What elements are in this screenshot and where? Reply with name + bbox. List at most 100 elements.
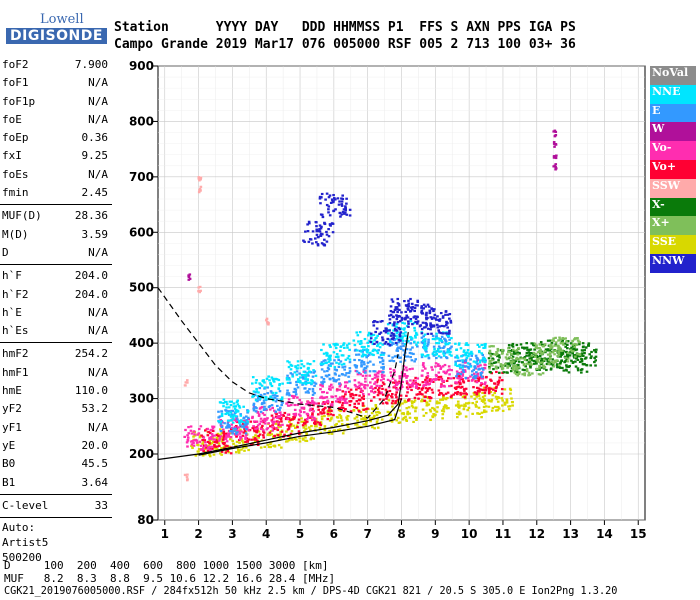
echo-point xyxy=(571,343,575,346)
echo-point xyxy=(561,336,565,340)
echo-point xyxy=(454,360,457,363)
echo-point xyxy=(263,419,267,423)
echo-point xyxy=(511,355,515,358)
echo-point xyxy=(435,323,439,326)
echo-point xyxy=(390,298,394,301)
echo-point xyxy=(311,375,315,378)
echo-point xyxy=(482,405,486,409)
echo-point xyxy=(243,429,247,433)
echo-point xyxy=(417,397,420,400)
x-tick-label: 1 xyxy=(161,527,169,541)
echo-point xyxy=(464,404,467,407)
echo-point xyxy=(461,373,465,376)
echo-point xyxy=(570,359,573,362)
echo-point xyxy=(516,351,519,354)
echo-point xyxy=(434,377,438,381)
echo-point xyxy=(559,366,562,370)
echo-point xyxy=(315,420,318,423)
echo-point xyxy=(566,340,570,343)
echo-point xyxy=(365,365,369,368)
echo-point xyxy=(396,398,400,401)
echo-point xyxy=(303,373,306,377)
echo-point xyxy=(471,401,474,405)
echo-point xyxy=(418,383,422,386)
echo-point xyxy=(422,362,425,365)
echo-point xyxy=(488,365,491,368)
echo-point xyxy=(244,423,248,426)
echo-point xyxy=(532,344,536,347)
echo-point xyxy=(313,237,317,240)
echo-point xyxy=(225,432,229,435)
echo-point xyxy=(386,332,390,335)
echo-point xyxy=(344,408,347,411)
echo-point xyxy=(332,351,336,354)
echo-point xyxy=(353,343,357,347)
echo-point xyxy=(536,358,539,361)
echo-point xyxy=(225,403,229,406)
echo-point xyxy=(262,421,266,424)
param-name: h`F2 xyxy=(2,287,29,301)
echo-point xyxy=(186,436,190,439)
echo-point xyxy=(518,371,521,374)
echo-point xyxy=(551,351,555,354)
echo-point xyxy=(462,381,466,384)
echo-point xyxy=(332,200,335,203)
echo-point xyxy=(446,391,450,394)
echo-point xyxy=(498,356,501,359)
echo-point xyxy=(444,338,447,341)
y-tick-label: 800 xyxy=(129,114,154,128)
echo-point xyxy=(332,209,335,213)
echo-point xyxy=(530,354,534,357)
echo-point xyxy=(227,410,231,413)
echo-point xyxy=(381,360,385,363)
echo-point xyxy=(298,409,302,412)
echo-point xyxy=(482,397,486,401)
echo-point xyxy=(484,376,488,379)
echo-point xyxy=(342,362,346,365)
echo-point xyxy=(557,352,561,355)
echo-point xyxy=(292,424,295,427)
echo-point xyxy=(185,441,189,444)
echo-point xyxy=(464,359,468,363)
echo-point xyxy=(252,402,256,405)
echo-point xyxy=(483,346,487,349)
echo-point xyxy=(477,406,481,409)
echo-point xyxy=(435,318,438,321)
echo-point xyxy=(475,393,479,396)
echo-point xyxy=(517,347,521,350)
echo-point xyxy=(534,360,538,364)
param-row: MUF(D) 28.36 xyxy=(0,207,112,225)
x-tick-label: 8 xyxy=(397,527,405,541)
echo-point xyxy=(356,334,360,337)
echo-point xyxy=(210,442,214,445)
echo-point xyxy=(335,400,338,403)
echo-point xyxy=(299,366,303,370)
echo-point xyxy=(407,305,410,308)
echo-point xyxy=(379,320,382,323)
echo-point xyxy=(539,348,542,351)
echo-point xyxy=(439,346,442,350)
echo-point xyxy=(444,332,447,335)
echo-point xyxy=(256,429,259,432)
echo-point xyxy=(512,350,516,353)
echo-point xyxy=(543,350,547,353)
echo-point xyxy=(405,382,409,385)
echo-point xyxy=(342,342,346,345)
echo-point xyxy=(340,363,344,366)
echo-point xyxy=(413,416,417,420)
echo-point xyxy=(294,426,297,429)
echo-point xyxy=(424,383,428,387)
echo-point xyxy=(234,408,238,412)
echo-point xyxy=(355,388,358,391)
echo-point xyxy=(247,417,251,421)
echo-point xyxy=(472,368,476,372)
echo-point xyxy=(408,412,412,415)
echo-point xyxy=(508,351,512,354)
echo-point xyxy=(386,410,390,413)
echo-point xyxy=(319,423,323,427)
echo-point xyxy=(226,424,229,428)
echo-point xyxy=(327,228,330,231)
echo-point xyxy=(435,342,438,345)
echo-point xyxy=(395,325,398,328)
echo-point xyxy=(222,436,226,439)
